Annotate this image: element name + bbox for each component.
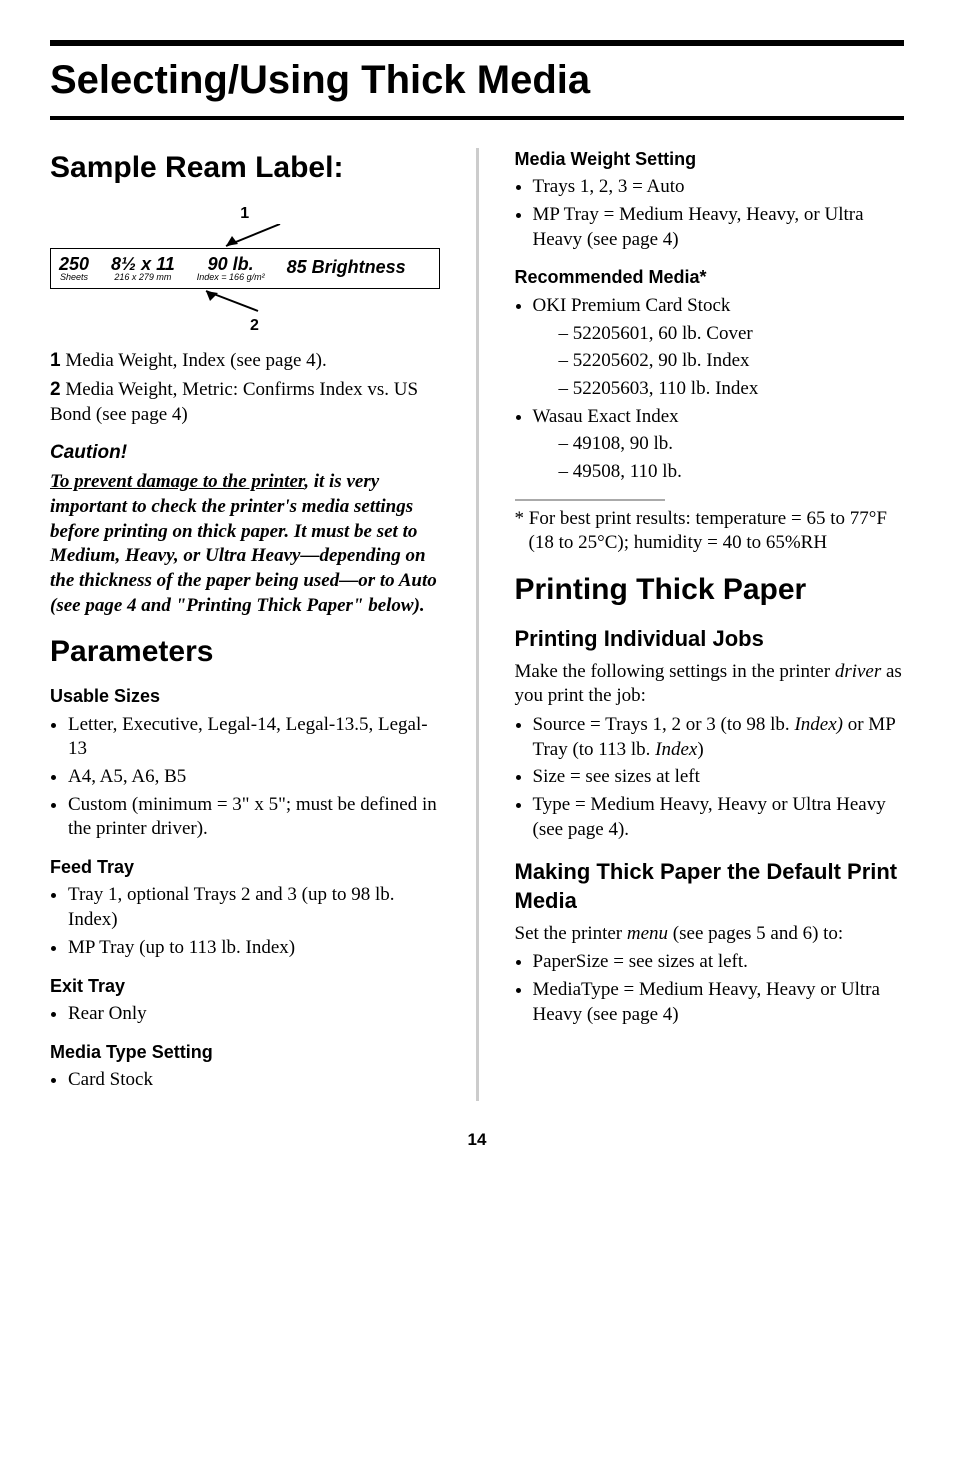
usable-sizes-heading: Usable Sizes [50, 685, 440, 708]
list-item: Card Stock [68, 1068, 440, 1093]
list-item: MP Tray (up to 113 lb. Index) [68, 936, 440, 961]
list-item: PaperSize = see sizes at left. [533, 950, 905, 975]
list-item: Letter, Executive, Legal-14, Legal-13.5,… [68, 713, 440, 762]
recommended-media-heading: Recommended Media* [515, 266, 905, 289]
list-item: Custom (minimum = 3" x 5"; must be defin… [68, 793, 440, 842]
exit-tray-list: Rear Only [50, 1002, 440, 1027]
callout-1-arrow [220, 224, 290, 248]
feed-tray-heading: Feed Tray [50, 856, 440, 879]
ream-brightness: 85 Brightness [287, 256, 406, 279]
list-item: Type = Medium Heavy, Heavy or Ultra Heav… [533, 793, 905, 842]
caution-heading: Caution! [50, 441, 440, 466]
top-rule [50, 40, 904, 46]
list-item: Rear Only [68, 1002, 440, 1027]
rec-item-1: OKI Premium Card Stock [533, 295, 731, 316]
callout-2-arrow [200, 289, 270, 313]
media-type-list: Card Stock [50, 1068, 440, 1093]
list-item: MediaType = Medium Heavy, Heavy or Ultra… [533, 978, 905, 1027]
rec-item-1-sublist: 52205601, 60 lb. Cover 52205602, 90 lb. … [533, 322, 905, 402]
page-title: Selecting/Using Thick Media [50, 54, 904, 106]
left-column: Sample Ream Label: 1 250 Sheets 8½ x 11 … [50, 148, 440, 1101]
ream-sheets-num: 250 [59, 255, 89, 273]
list-item: 52205601, 60 lb. Cover [559, 322, 905, 347]
feed-tray-list: Tray 1, optional Trays 2 and 3 (up to 98… [50, 883, 440, 960]
list-item: 49108, 90 lb. [559, 432, 905, 457]
default-media-list: PaperSize = see sizes at left. MediaType… [515, 950, 905, 1027]
recommended-media-list: OKI Premium Card Stock 52205601, 60 lb. … [515, 294, 905, 485]
sample-ream-heading: Sample Ream Label: [50, 148, 440, 187]
rec-item-2-sublist: 49108, 90 lb. 49508, 110 lb. [533, 432, 905, 484]
printing-individual-list: Source = Trays 1, 2 or 3 (to 98 lb. Inde… [515, 713, 905, 842]
ream-weight: 90 lb. Index = 166 g/m² [197, 255, 265, 282]
list-item: A4, A5, A6, B5 [68, 765, 440, 790]
callout-2-number: 2 [250, 317, 259, 334]
footnote-rule [515, 499, 665, 501]
printing-individual-lead: Make the following settings in the print… [515, 660, 905, 709]
callout-1-num-inline: 1 [50, 350, 61, 371]
list-item: MP Tray = Medium Heavy, Heavy, or Ultra … [533, 203, 905, 252]
caution-rest: , it is very important to check the prin… [50, 471, 437, 615]
footnote-text: * For best print results: temperature = … [515, 507, 905, 556]
parameters-heading: Parameters [50, 632, 440, 671]
ream-size: 8½ x 11 216 x 279 mm [111, 255, 175, 282]
printing-individual-heading: Printing Individual Jobs [515, 625, 905, 654]
callout-1-number: 1 [240, 205, 249, 222]
list-item: Tray 1, optional Trays 2 and 3 (up to 98… [68, 883, 440, 932]
ream-sheets: 250 Sheets [59, 255, 89, 282]
page-number: 14 [50, 1129, 904, 1151]
list-item: Wasau Exact Index 49108, 90 lb. 49508, 1… [533, 405, 905, 485]
media-type-heading: Media Type Setting [50, 1041, 440, 1064]
right-column: Media Weight Setting Trays 1, 2, 3 = Aut… [515, 148, 905, 1101]
media-weight-list: Trays 1, 2, 3 = Auto MP Tray = Medium He… [515, 175, 905, 252]
ream-size-small: 216 x 279 mm [114, 273, 171, 282]
ream-label-box: 250 Sheets 8½ x 11 216 x 279 mm 90 lb. I… [50, 248, 440, 289]
column-divider [476, 148, 479, 1101]
mid-rule [50, 116, 904, 120]
caution-body: To prevent damage to the printer, it is … [50, 470, 440, 618]
default-media-heading: Making Thick Paper the Default Print Med… [515, 858, 905, 915]
media-weight-heading: Media Weight Setting [515, 148, 905, 171]
callout-2-text: 2 Media Weight, Metric: Confirms Index v… [50, 378, 440, 427]
list-item: 52205603, 110 lb. Index [559, 377, 905, 402]
caution-lead: To prevent damage to the printer [50, 471, 304, 492]
two-column-layout: Sample Ream Label: 1 250 Sheets 8½ x 11 … [50, 148, 904, 1101]
default-media-lead: Set the printer menu (see pages 5 and 6)… [515, 922, 905, 947]
list-item: Trays 1, 2, 3 = Auto [533, 175, 905, 200]
callout-1-text: 1 Media Weight, Index (see page 4). [50, 349, 440, 374]
ream-label-figure: 1 250 Sheets 8½ x 11 216 x 279 mm 90 lb. [50, 201, 440, 337]
ream-weight-small: Index = 166 g/m² [197, 273, 265, 282]
callout-2-num-inline: 2 [50, 379, 61, 400]
printing-thick-heading: Printing Thick Paper [515, 570, 905, 609]
ream-size-main: 8½ x 11 [111, 255, 175, 273]
list-item: 49508, 110 lb. [559, 460, 905, 485]
list-item: Source = Trays 1, 2 or 3 (to 98 lb. Inde… [533, 713, 905, 762]
list-item: Size = see sizes at left [533, 765, 905, 790]
ream-weight-main: 90 lb. [208, 255, 254, 273]
rec-item-2: Wasau Exact Index [533, 406, 679, 427]
usable-sizes-list: Letter, Executive, Legal-14, Legal-13.5,… [50, 713, 440, 842]
list-item: 52205602, 90 lb. Index [559, 349, 905, 374]
ream-sheets-label: Sheets [60, 273, 88, 282]
list-item: OKI Premium Card Stock 52205601, 60 lb. … [533, 294, 905, 402]
exit-tray-heading: Exit Tray [50, 975, 440, 998]
